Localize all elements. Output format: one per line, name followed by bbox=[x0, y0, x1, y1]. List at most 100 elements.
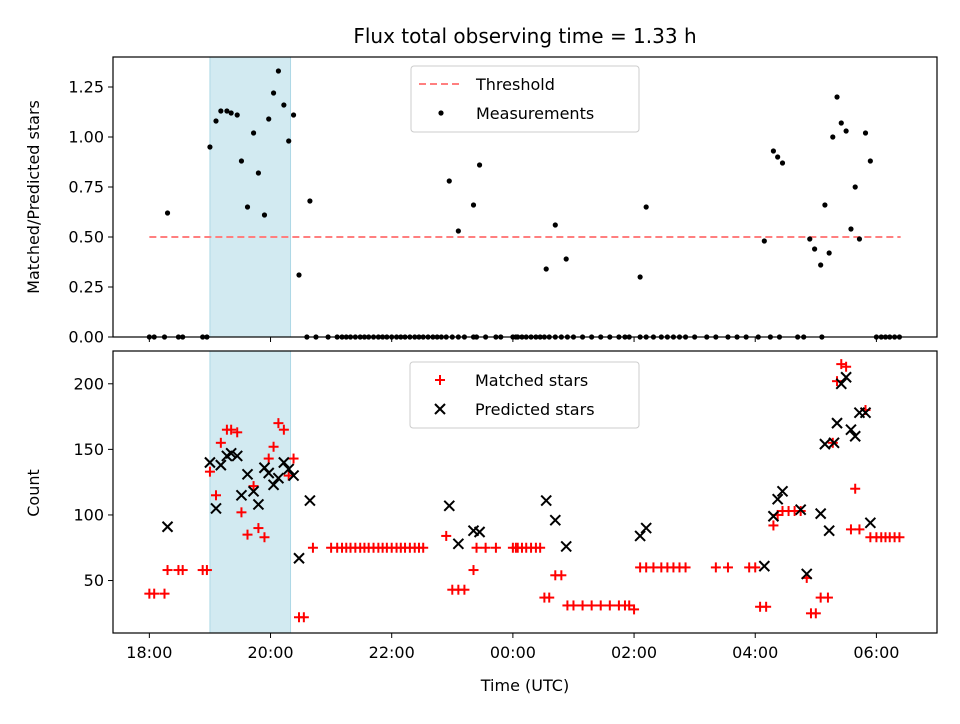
marker-stroke bbox=[293, 552, 305, 564]
predicted-star-marker bbox=[287, 469, 300, 482]
matched-star-marker bbox=[845, 524, 856, 535]
matched-star-marker bbox=[204, 466, 215, 477]
top-panel: 0.00 0.25 0.50 0.75 1.00 1.25 Threshold Measure… bbox=[68, 56, 938, 347]
measurement-point bbox=[218, 108, 224, 114]
measurement-point bbox=[238, 158, 245, 164]
marker-stroke bbox=[282, 463, 295, 475]
predicted-star-marker bbox=[640, 522, 652, 534]
measurement-point bbox=[838, 120, 844, 126]
legend-label: Predicted stars bbox=[475, 400, 595, 419]
marker-stroke bbox=[204, 456, 216, 469]
marker-stroke bbox=[215, 459, 227, 471]
marker-stroke bbox=[849, 430, 861, 442]
matched-star-marker bbox=[710, 562, 721, 573]
measurement-point bbox=[856, 236, 863, 242]
predicted-star-marker bbox=[278, 456, 290, 469]
marker-stroke bbox=[231, 450, 243, 462]
matched-star-marker bbox=[232, 427, 243, 438]
marker-stroke bbox=[776, 485, 789, 498]
matched-star-marker bbox=[459, 584, 470, 595]
matched-star-marker bbox=[832, 376, 843, 387]
x-tick-label: 04:00 bbox=[732, 643, 778, 662]
matched-star-marker bbox=[273, 418, 284, 429]
measurement-point bbox=[224, 108, 230, 114]
marker-stroke bbox=[540, 494, 552, 507]
matched-star-marker bbox=[841, 361, 852, 372]
measurement-point bbox=[228, 110, 234, 116]
marker-stroke bbox=[247, 485, 260, 498]
y-tick-label: 0.25 bbox=[68, 278, 104, 297]
matched-star-marker bbox=[177, 565, 188, 576]
marker-stroke bbox=[452, 538, 465, 550]
predicted-star-marker bbox=[794, 503, 807, 516]
predicted-star-marker bbox=[452, 538, 465, 550]
marker-stroke bbox=[835, 378, 847, 390]
measurement-point bbox=[476, 162, 483, 168]
measurement-point bbox=[307, 198, 313, 204]
predicted-star-marker bbox=[823, 524, 835, 537]
matched-star-marker bbox=[750, 562, 761, 573]
matched-star-marker bbox=[544, 592, 555, 603]
predicted-star-marker bbox=[864, 517, 877, 529]
measurement-point bbox=[213, 118, 219, 124]
matched-star-marker bbox=[441, 530, 452, 541]
predicted-star-marker bbox=[204, 456, 216, 469]
matched-star-marker bbox=[149, 588, 160, 599]
predicted-star-marker bbox=[235, 489, 248, 501]
marker-stroke bbox=[767, 510, 780, 522]
predicted-star-marker bbox=[814, 507, 827, 520]
marker-stroke bbox=[549, 514, 562, 526]
matched-star-marker bbox=[761, 601, 772, 612]
bottom-y-axis-label: Count bbox=[24, 469, 43, 517]
matched-star-marker bbox=[211, 490, 221, 501]
chart-title: Flux total observing time = 1.33 h bbox=[353, 24, 696, 48]
measurement-point bbox=[250, 130, 257, 136]
measurement-point bbox=[867, 158, 873, 164]
measurement-point bbox=[207, 144, 213, 150]
y-tick-label: 0.50 bbox=[68, 228, 104, 247]
matched-star-marker bbox=[242, 529, 253, 540]
marker-stroke bbox=[823, 524, 835, 537]
marker-stroke bbox=[235, 489, 248, 501]
predicted-star-marker bbox=[231, 450, 243, 462]
predicted-star-marker bbox=[831, 417, 843, 429]
y-tick-label: 1.00 bbox=[68, 128, 104, 147]
marker-stroke bbox=[828, 437, 840, 449]
matched-star-marker bbox=[722, 562, 733, 573]
predicted-star-marker bbox=[263, 467, 275, 479]
measurement-point bbox=[761, 238, 767, 244]
axes-frame bbox=[112, 350, 938, 634]
measurement-point bbox=[296, 272, 302, 278]
marker-stroke bbox=[801, 568, 813, 580]
predicted-star-marker bbox=[776, 485, 789, 498]
observing-window-shade bbox=[209, 56, 292, 338]
x-tick-label: 22:00 bbox=[369, 643, 415, 662]
marker-stroke bbox=[859, 406, 872, 419]
matched-star-marker bbox=[468, 565, 479, 576]
legend-measurement-swatch bbox=[438, 110, 444, 116]
predicted-star-marker bbox=[473, 526, 486, 538]
matched-star-marker bbox=[480, 542, 491, 553]
predicted-star-marker bbox=[443, 500, 455, 512]
matched-star-marker bbox=[629, 604, 640, 615]
predicted-star-marker bbox=[758, 560, 771, 572]
x-tick-label: 18:00 bbox=[126, 643, 172, 662]
matched-star-marker bbox=[253, 523, 264, 534]
matched-star-marker bbox=[263, 453, 274, 464]
matched-star-marker bbox=[680, 562, 691, 573]
marker-stroke bbox=[161, 521, 174, 533]
y-tick-label: 150 bbox=[73, 440, 104, 459]
measurement-point bbox=[826, 250, 832, 256]
legend-label: Matched stars bbox=[475, 371, 588, 390]
matched-star-marker bbox=[248, 481, 259, 492]
predicted-star-marker bbox=[247, 485, 260, 498]
measurement-point bbox=[470, 202, 477, 208]
predicted-star-marker bbox=[293, 552, 305, 564]
marker-stroke bbox=[263, 467, 275, 479]
x-tick-label: 02:00 bbox=[611, 643, 657, 662]
measurement-point bbox=[446, 178, 452, 184]
measurement-point bbox=[818, 262, 824, 268]
matched-star-marker bbox=[201, 565, 212, 576]
legend-box bbox=[409, 361, 640, 429]
